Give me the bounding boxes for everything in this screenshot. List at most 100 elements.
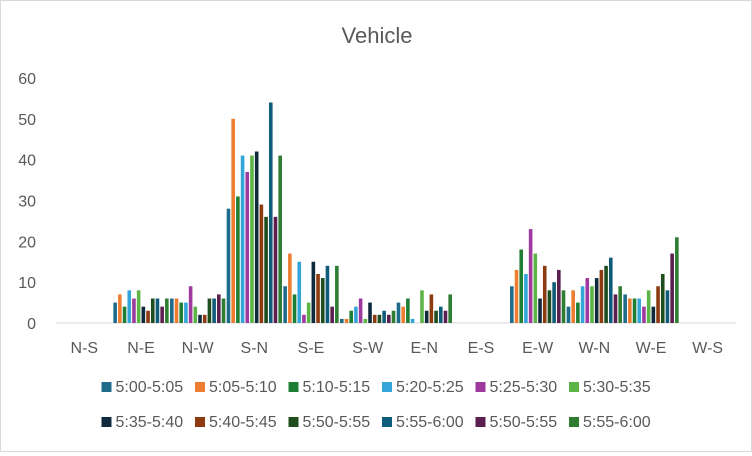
bar-S-E-series-6 [306, 302, 311, 323]
x-tick-label: S-W [352, 340, 384, 357]
bar-E-N-series-12 [448, 294, 452, 323]
y-tick-label: 30 [18, 194, 36, 211]
legend-swatch [382, 382, 392, 392]
y-tick-label: 10 [18, 275, 36, 292]
bar-E-N-series-9 [434, 310, 438, 323]
bar-N-E-series-1 [113, 302, 117, 323]
bar-N-W-series-7 [198, 314, 202, 323]
bar-E-W-series-3 [519, 249, 524, 323]
bar-S-W-series-2 [344, 318, 349, 323]
bar-S-W-series-3 [349, 310, 354, 323]
bar-S-E-series-3 [292, 294, 297, 323]
legend-swatch [288, 382, 299, 392]
legend-swatch [475, 382, 486, 392]
bar-E-N-series-7 [424, 310, 429, 323]
bar-N-W-series-9 [207, 298, 212, 323]
bar-S-E-series-5 [302, 314, 306, 323]
bar-N-E-series-5 [132, 298, 136, 323]
bar-S-W-series-8 [372, 314, 377, 323]
bar-S-N-series-5 [245, 171, 250, 323]
bar-E-N-series-4 [410, 318, 415, 323]
bar-W-N-series-3 [576, 302, 580, 323]
bar-E-N-series-3 [406, 298, 410, 323]
bar-E-W-series-2 [514, 269, 519, 323]
bar-W-N-series-5 [585, 278, 590, 323]
bar-S-W-series-1 [340, 318, 344, 323]
legend-swatch [288, 417, 299, 427]
y-tick-label: 20 [18, 234, 36, 251]
legend-swatch [101, 382, 112, 392]
bar-E-W-series-8 [542, 265, 547, 323]
bar-W-E-series-6 [646, 290, 651, 323]
legend-label: 5:40-5:45 [209, 414, 277, 431]
bar-E-W-series-7 [538, 298, 542, 323]
bar-S-W-series-11 [387, 314, 391, 323]
x-tick-label: N-S [71, 340, 99, 357]
bar-E-W-series-5 [528, 229, 533, 323]
legend-swatch [101, 417, 112, 427]
bar-W-E-series-10 [665, 290, 670, 323]
bar-E-N-series-10 [438, 306, 443, 323]
bar-S-N-series-8 [259, 204, 264, 323]
bar-E-N-series-6 [420, 290, 424, 323]
bar-S-E-series-12 [335, 265, 339, 323]
bar-S-N-series-6 [250, 155, 254, 323]
legend-swatch [195, 382, 205, 392]
bar-N-E-series-8 [146, 310, 150, 323]
chart-title: Vehicle [342, 23, 413, 48]
bar-N-W-series-6 [193, 306, 198, 323]
bar-S-E-series-11 [330, 306, 334, 323]
bar-E-N-series-2 [401, 306, 405, 323]
bar-W-N-series-7 [594, 278, 599, 323]
x-tick-label: W-N [578, 340, 610, 357]
bar-W-N-series-6 [590, 286, 594, 323]
bar-N-E-series-12 [165, 298, 169, 323]
legend-label: 5:00-5:05 [116, 379, 184, 396]
bar-N-E-series-9 [150, 298, 155, 323]
legend-swatch [382, 417, 392, 427]
legend-label: 5:25-5:30 [490, 379, 558, 396]
bar-N-E-series-7 [141, 306, 146, 323]
legend-label: 5:10-5:15 [303, 379, 371, 396]
bar-W-N-series-11 [613, 294, 618, 323]
y-tick-label: 40 [18, 153, 36, 170]
bar-W-E-series-3 [632, 298, 637, 323]
bar-S-N-series-9 [264, 216, 268, 323]
x-tick-label: N-W [182, 340, 215, 357]
bar-W-N-series-10 [608, 257, 613, 323]
y-tick-label: 0 [27, 316, 36, 333]
bar-S-W-series-6 [363, 318, 368, 323]
bar-S-N-series-2 [231, 118, 235, 323]
legend-swatch [569, 382, 579, 392]
bar-S-N-series-11 [273, 216, 278, 323]
legend-swatch [195, 417, 205, 427]
y-tick-label: 60 [18, 71, 36, 88]
bars-group [113, 102, 679, 323]
bar-E-W-series-9 [547, 290, 552, 323]
bar-S-N-series-10 [268, 102, 273, 323]
bar-S-E-series-4 [297, 261, 302, 323]
x-tick-label: E-W [522, 340, 554, 357]
bar-S-W-series-12 [391, 310, 396, 323]
bar-S-N-series-3 [236, 196, 240, 323]
x-tick-label: S-E [298, 340, 325, 357]
bar-N-W-series-11 [217, 294, 221, 323]
bar-N-E-series-3 [122, 306, 127, 323]
bar-N-W-series-1 [170, 298, 174, 323]
legend-label: 5:35-5:40 [116, 414, 184, 431]
x-tick-label: N-E [127, 340, 155, 357]
bar-N-E-series-10 [155, 298, 160, 323]
legend-label: 5:50-5:55 [490, 414, 558, 431]
bar-E-N-series-8 [429, 294, 434, 323]
bar-S-W-series-10 [382, 310, 386, 323]
legend-label: 5:30-5:35 [583, 379, 651, 396]
bar-N-E-series-6 [136, 290, 141, 323]
bar-W-N-series-12 [618, 286, 622, 323]
legend-label: 5:50-5:55 [303, 414, 371, 431]
legend-label: 5:55-6:00 [583, 414, 651, 431]
bar-N-W-series-8 [202, 314, 207, 323]
x-tick-label: W-S [692, 340, 723, 357]
bar-E-W-series-4 [524, 274, 528, 323]
